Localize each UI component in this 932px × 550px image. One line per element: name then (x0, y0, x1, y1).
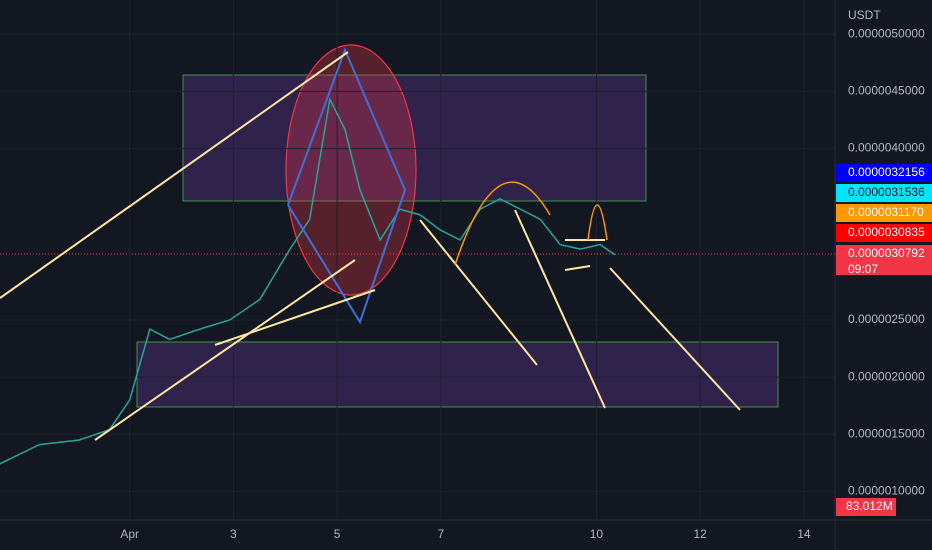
price-line-series (0, 97, 616, 465)
y-tick-label: 0.0000040000 (848, 141, 925, 155)
y-tick-label: 0.0000010000 (848, 484, 925, 498)
x-tick-label: Apr (120, 527, 139, 541)
trend-line (94, 259, 356, 441)
zone-box (136, 341, 779, 408)
y-tick-label: 0.0000025000 (848, 312, 925, 326)
price-badge (836, 245, 932, 275)
arc-drawing (454, 181, 551, 266)
price-badge-label: 0.0000030792 (848, 246, 925, 260)
trend-line (514, 209, 606, 409)
volume-badge-label: 83.012M (846, 499, 893, 513)
x-tick-label: 12 (693, 527, 707, 541)
trend-line (564, 265, 591, 271)
y-tick-label: 0.0000050000 (848, 26, 925, 40)
volume-badge (836, 498, 896, 516)
price-badge (836, 164, 932, 182)
y-tick-label: 0.0000045000 (848, 84, 925, 98)
price-badge-label: 0.0000032156 (848, 165, 925, 179)
trend-line (419, 219, 538, 366)
trend-line (214, 289, 376, 346)
x-tick-label: 7 (437, 527, 444, 541)
plot (0, 0, 835, 520)
axes: 0.0000050000 0.0000045000 0.0000040000 0.00… (120, 26, 932, 541)
arc-drawing (587, 204, 608, 241)
trend-lines (0, 51, 741, 441)
price-badge (836, 184, 932, 202)
trend-line (0, 51, 349, 299)
price-badge (836, 204, 932, 222)
price-badge-label: 0.0000031170 (848, 205, 924, 219)
x-tick-label: 5 (334, 527, 341, 541)
y-tick-label: 0.0000020000 (848, 369, 925, 383)
countdown-label: 09:07 (848, 262, 878, 276)
unit-label: USDT (848, 8, 881, 22)
x-tick-label: 3 (230, 527, 237, 541)
diamond-drawing (287, 47, 407, 325)
trend-line (609, 267, 741, 411)
y-tick-label: 0.0000015000 (848, 426, 925, 440)
price-badge-label: 0.0000030835 (848, 225, 925, 239)
x-tick-label: 14 (797, 527, 811, 541)
price-badge (836, 224, 932, 242)
price-badge-label: 0.0000031536 (848, 185, 925, 199)
x-tick-label: 10 (590, 527, 604, 541)
ellipse-drawing (285, 44, 417, 296)
